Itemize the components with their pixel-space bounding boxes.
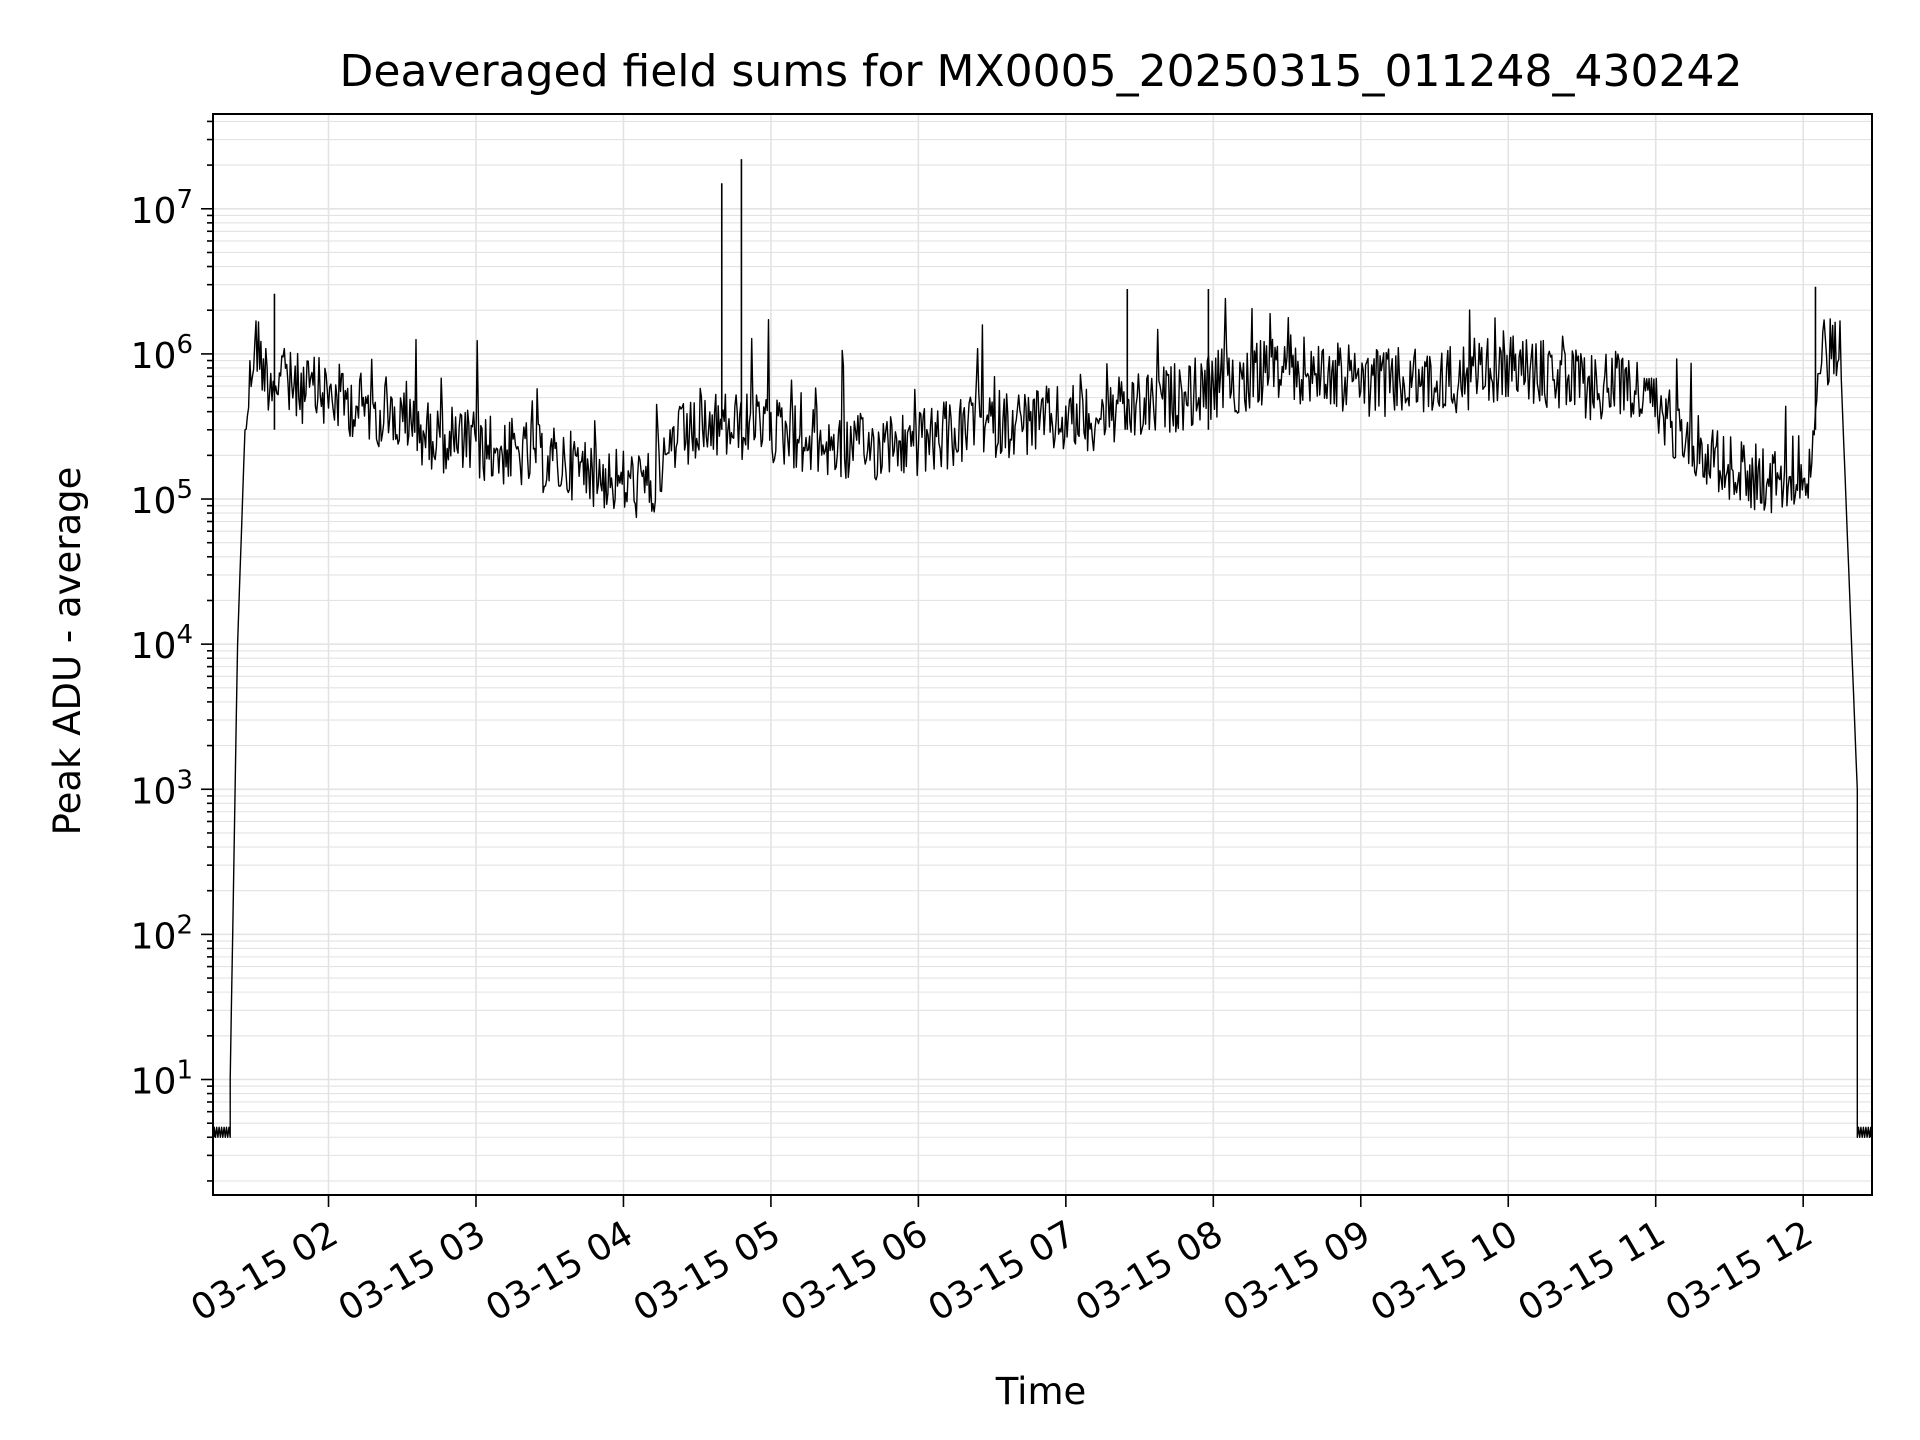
y-tick-label: 102 [131, 910, 193, 957]
y-tick-label: 106 [131, 330, 193, 377]
y-tick-label: 103 [131, 765, 193, 812]
y-tick-label: 107 [131, 185, 193, 232]
series-line-layer [213, 159, 1872, 1138]
y-tick-label: 105 [131, 475, 193, 522]
x-axis-label: Time [995, 1370, 1087, 1413]
y-tick-label: 101 [131, 1056, 193, 1103]
y-tick-label: 104 [131, 620, 193, 667]
plot-frame [212, 113, 1873, 1196]
chart-title: Deaveraged field sums for MX0005_2025031… [340, 46, 1743, 97]
series-line [213, 297, 1872, 1138]
grid [213, 114, 1872, 1195]
y-axis-label: Peak ADU - average [46, 467, 89, 836]
